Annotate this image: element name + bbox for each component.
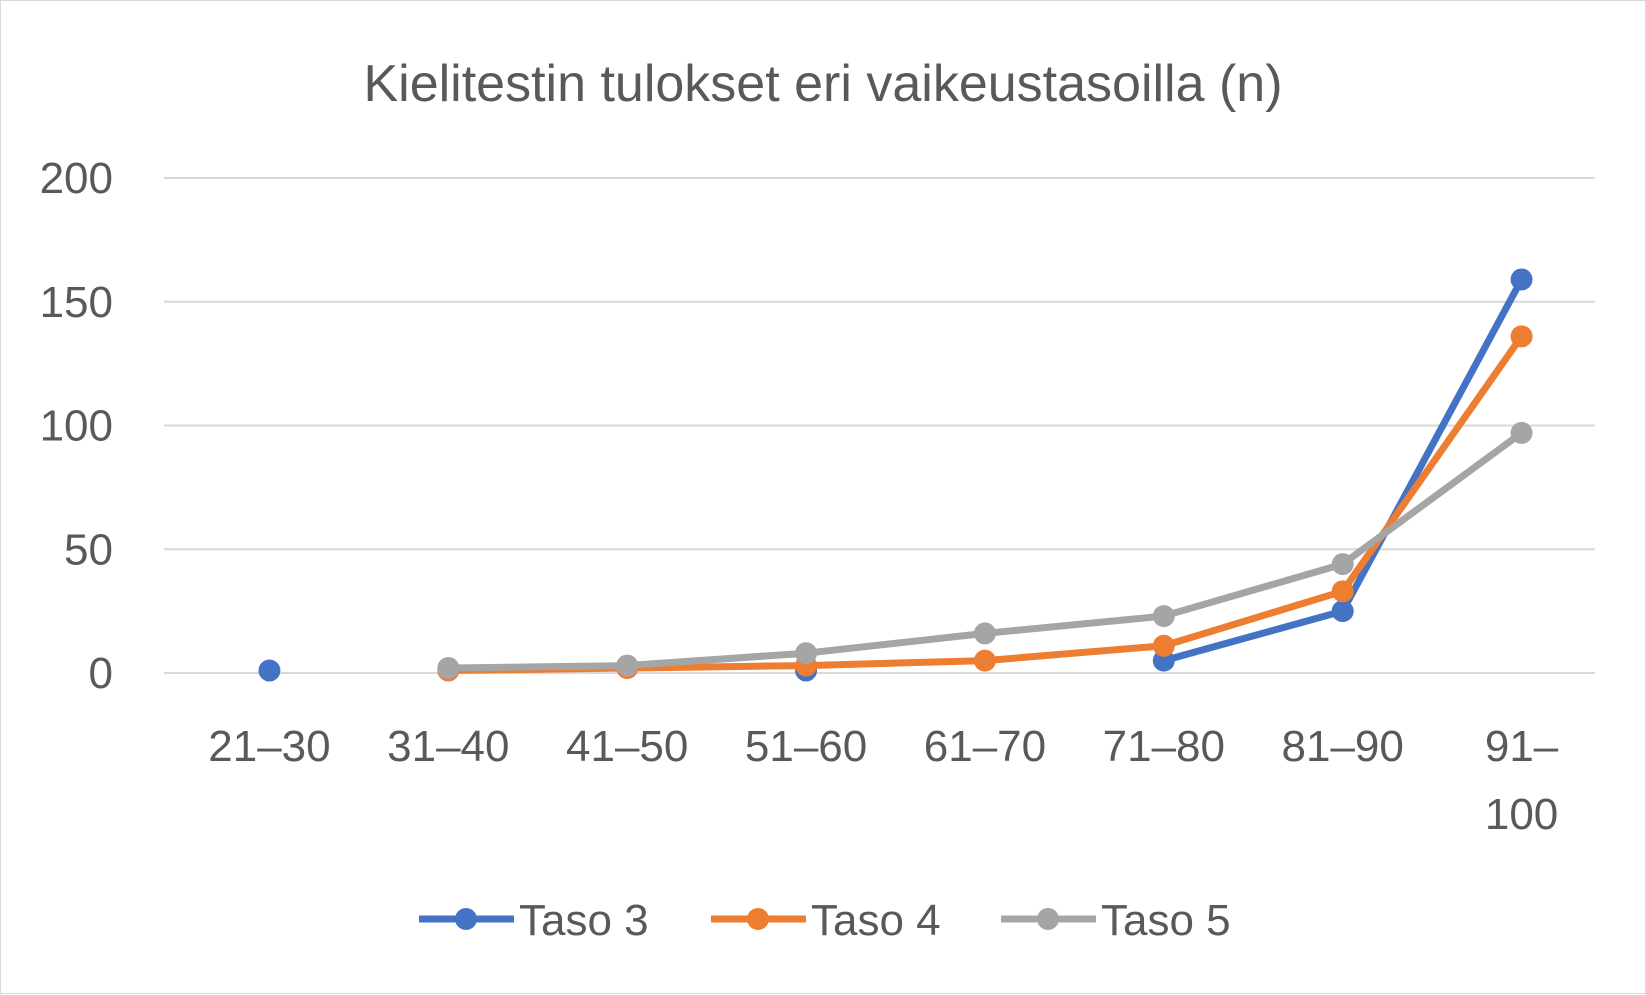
legend-label: Taso 3 xyxy=(519,896,649,945)
data-point xyxy=(795,642,818,665)
data-point xyxy=(1152,634,1175,657)
x-tick-label-line: 71–80 xyxy=(1103,722,1225,771)
x-tick-label-line: 31–40 xyxy=(387,722,509,771)
legend-item: Taso 3 xyxy=(419,896,649,945)
data-point xyxy=(1331,580,1354,603)
x-tick-label: 91– 100 xyxy=(1485,722,1559,839)
series-taso-3 xyxy=(258,268,1533,682)
x-tick-label: 71–80 xyxy=(1103,722,1225,771)
series-taso-5 xyxy=(437,421,1533,680)
y-tick-label: 150 xyxy=(40,278,113,327)
legend-swatch-marker xyxy=(1037,908,1059,930)
series-lines xyxy=(258,268,1533,682)
x-tick-label-line: 100 xyxy=(1485,790,1558,839)
legend: Taso 3 Taso 4 Taso 5 xyxy=(419,896,1231,945)
x-tick-label-line: 91– xyxy=(1485,722,1559,771)
chart-title: Kielitestin tulokset eri vaikeustasoilla… xyxy=(363,55,1282,113)
y-tick-label: 50 xyxy=(64,525,113,574)
legend-item: Taso 4 xyxy=(711,896,941,945)
data-point xyxy=(1152,605,1175,628)
data-point xyxy=(1331,600,1354,623)
x-tick-label: 41–50 xyxy=(566,722,688,771)
y-tick-label: 0 xyxy=(89,649,113,698)
y-tick-label: 200 xyxy=(40,154,113,203)
gridlines xyxy=(164,177,1595,674)
x-tick-label-line: 41–50 xyxy=(566,722,688,771)
data-point xyxy=(1510,325,1533,348)
x-axis-ticks: 21–30 31–40 41–50 51–60 61–70 71–80 81–90 91– 10… xyxy=(208,722,1559,839)
x-tick-label: 31–40 xyxy=(387,722,509,771)
y-tick-label: 100 xyxy=(40,402,113,451)
data-point xyxy=(1510,421,1533,444)
x-tick-label-line: 81–90 xyxy=(1282,722,1404,771)
data-point xyxy=(258,659,281,682)
data-point xyxy=(1331,553,1354,576)
x-tick-label: 51–60 xyxy=(745,722,867,771)
x-tick-label-line: 51–60 xyxy=(745,722,867,771)
data-point xyxy=(616,654,639,677)
data-point xyxy=(1510,268,1533,291)
data-point xyxy=(973,649,996,672)
x-tick-label-line: 21–30 xyxy=(208,722,330,771)
x-tick-label: 61–70 xyxy=(924,722,1046,771)
data-point xyxy=(973,622,996,645)
x-tick-label: 21–30 xyxy=(208,722,330,771)
legend-swatch-marker xyxy=(747,908,769,930)
data-point xyxy=(437,657,460,680)
legend-swatch-marker xyxy=(455,908,477,930)
legend-label: Taso 4 xyxy=(811,896,941,945)
y-axis-ticks: 0 50 100 150 200 xyxy=(40,154,113,698)
series-line xyxy=(444,332,1526,675)
legend-label: Taso 5 xyxy=(1101,896,1231,945)
legend-item: Taso 5 xyxy=(1001,896,1231,945)
x-tick-label: 81–90 xyxy=(1282,722,1404,771)
x-tick-label-line: 61–70 xyxy=(924,722,1046,771)
